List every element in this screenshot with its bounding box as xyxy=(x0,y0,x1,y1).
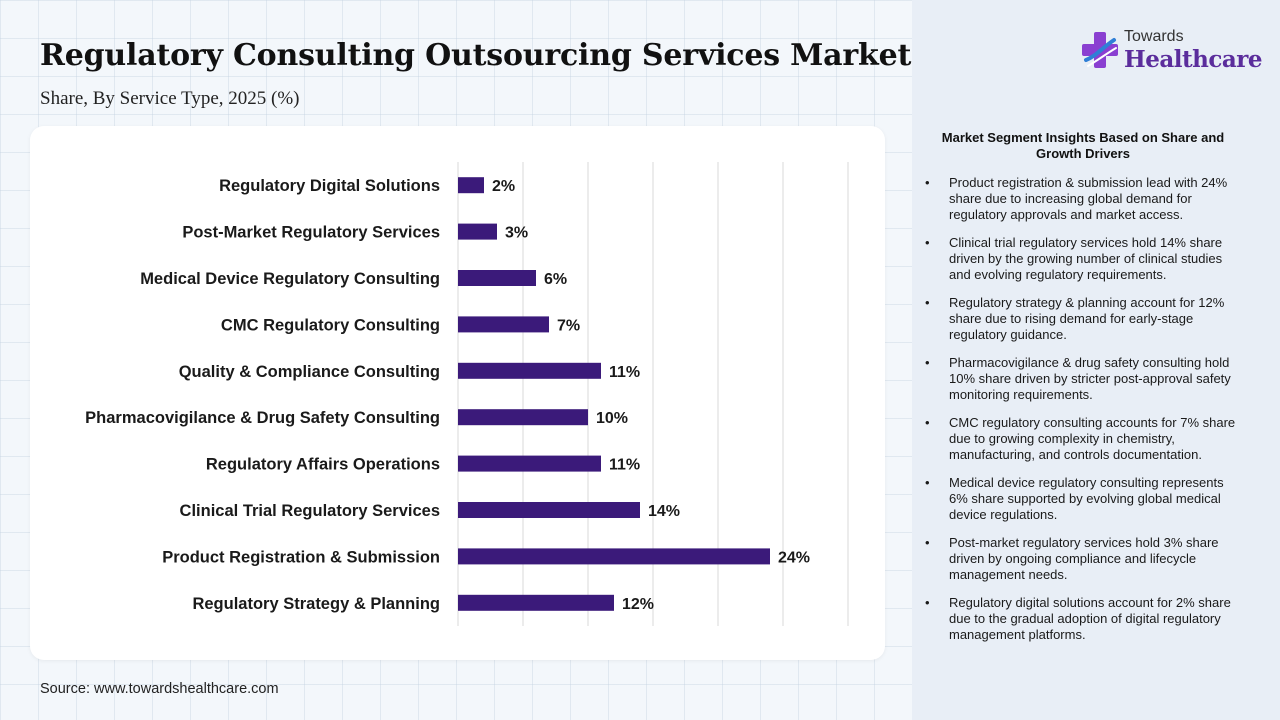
category-label: Clinical Trial Regulatory Services xyxy=(180,502,440,520)
data-label: 2% xyxy=(492,178,515,195)
category-label: CMC Regulatory Consulting xyxy=(221,316,440,334)
brand-logo: Towards Healthcare xyxy=(1080,28,1270,78)
bullet-marker: • xyxy=(925,175,930,190)
insight-item: • Clinical trial regulatory services hold… xyxy=(922,235,1244,283)
bar xyxy=(458,502,640,518)
category-label: Regulatory Affairs Operations xyxy=(206,456,440,474)
bar xyxy=(458,316,549,333)
category-label: Medical Device Regulatory Consulting xyxy=(140,270,440,288)
data-label: 11% xyxy=(609,364,640,381)
data-label: 14% xyxy=(648,503,680,520)
bullet-marker: • xyxy=(925,475,930,490)
data-label: 7% xyxy=(557,317,580,334)
insight-text: Medical device regulatory consulting rep… xyxy=(949,475,1224,522)
data-label: 10% xyxy=(596,410,628,427)
insight-text: Clinical trial regulatory services hold … xyxy=(949,235,1223,282)
insight-item: • Product registration & submission lead … xyxy=(922,175,1244,223)
bar xyxy=(458,177,484,194)
bar-chart: Regulatory Digital Solutions 2% Post-Marke… xyxy=(85,162,849,626)
bar xyxy=(458,548,770,565)
insight-item: • Regulatory strategy & planning account … xyxy=(922,295,1244,343)
insight-item: • Medical device regulatory consulting re… xyxy=(922,475,1244,523)
brand-name-top: Towards xyxy=(1124,28,1184,45)
bullet-marker: • xyxy=(925,295,930,310)
category-label: Regulatory Digital Solutions xyxy=(219,177,440,195)
insight-text: Regulatory digital solutions account for… xyxy=(949,595,1231,642)
insight-text: CMC regulatory consulting accounts for 7… xyxy=(949,415,1236,462)
bar xyxy=(458,409,588,426)
bullet-marker: • xyxy=(925,355,930,370)
page-subtitle: Share, By Service Type, 2025 (%) xyxy=(40,88,300,109)
data-label: 3% xyxy=(505,225,528,242)
data-label: 12% xyxy=(622,596,654,613)
bullet-marker: • xyxy=(925,595,930,610)
bar xyxy=(458,362,601,379)
insight-text: Regulatory strategy & planning account f… xyxy=(949,295,1225,342)
bar xyxy=(458,270,536,286)
bar xyxy=(458,223,497,240)
data-label: 11% xyxy=(609,457,640,474)
insights-title: Market Segment Insights Based on Share a… xyxy=(941,130,1225,161)
insight-text: Pharmacovigilance & drug safety consulti… xyxy=(949,355,1231,402)
insights-panel xyxy=(912,0,1280,720)
category-label: Regulatory Strategy & Planning xyxy=(192,595,440,613)
medical-cross-icon xyxy=(1082,32,1118,68)
insight-text: Product registration & submission lead w… xyxy=(949,175,1228,222)
bullet-marker: • xyxy=(925,535,930,550)
category-label: Post-Market Regulatory Services xyxy=(182,224,440,242)
bullet-marker: • xyxy=(925,235,930,250)
insights-list: • Product registration & submission lead … xyxy=(922,175,1244,655)
category-label: Product Registration & Submission xyxy=(162,548,440,566)
insight-item: • Regulatory digital solutions account fo… xyxy=(922,595,1244,643)
insight-item: • Pharmacovigilance & drug safety consult… xyxy=(922,355,1244,403)
bar xyxy=(458,455,601,472)
bar xyxy=(458,594,614,611)
insight-text: Post-market regulatory services hold 3% … xyxy=(949,535,1219,582)
brand-name-bottom: Healthcare xyxy=(1124,46,1263,73)
source-text: Source: www.towardshealthcare.com xyxy=(40,681,279,697)
insight-item: • CMC regulatory consulting accounts for … xyxy=(922,415,1244,463)
data-label: 6% xyxy=(544,271,567,288)
category-label: Pharmacovigilance & Drug Safety Consulti… xyxy=(85,409,440,427)
data-label: 24% xyxy=(778,549,810,566)
page-title: Regulatory Consulting Outsourcing Servic… xyxy=(40,38,912,73)
insight-item: • Post-market regulatory services hold 3%… xyxy=(922,535,1244,583)
category-label: Quality & Compliance Consulting xyxy=(179,363,440,381)
bullet-marker: • xyxy=(925,415,930,430)
chart-card: Regulatory Digital Solutions 2% Post-Marke… xyxy=(30,126,885,660)
